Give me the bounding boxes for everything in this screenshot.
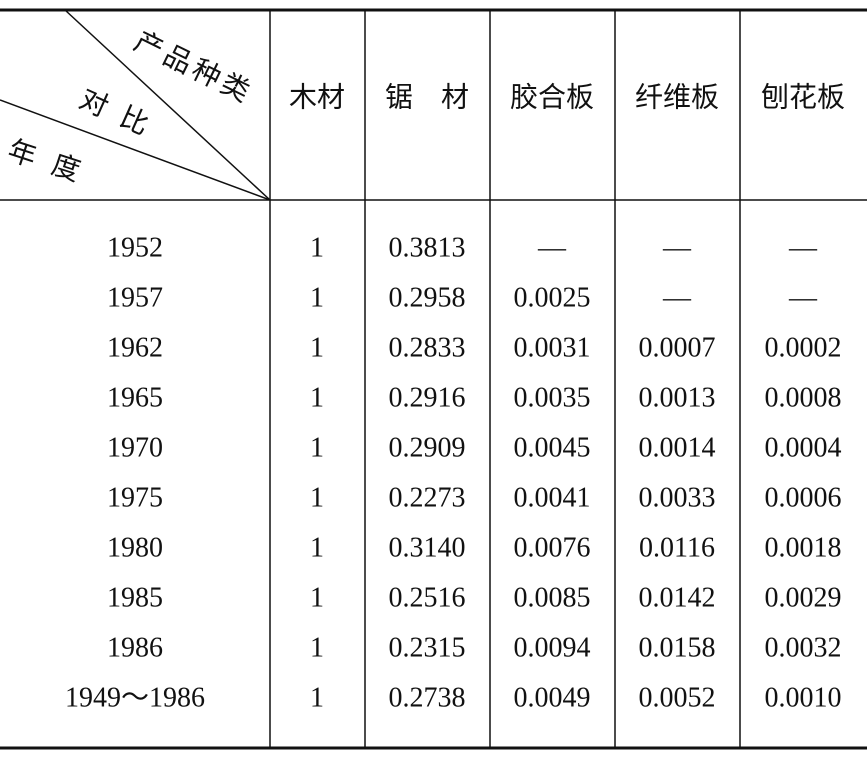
value-cell: 0.2738 [389, 682, 466, 713]
value-cell: 1 [310, 232, 324, 263]
value-cell: 0.2273 [389, 482, 466, 513]
year-cell: 1980 [107, 532, 163, 563]
value-cell: 0.3140 [389, 532, 466, 563]
value-cell: 1 [310, 682, 324, 713]
value-cell: 0.2916 [389, 382, 466, 413]
value-cell: 1 [310, 332, 324, 363]
value-cell: — [788, 282, 818, 313]
value-cell: 0.0006 [765, 482, 842, 513]
value-cell: 0.3813 [389, 232, 466, 263]
year-cell: 1986 [107, 632, 163, 663]
value-cell: 1 [310, 432, 324, 463]
value-cell: 1 [310, 632, 324, 663]
value-cell: 0.0158 [639, 632, 716, 663]
year-cell: 1957 [107, 282, 163, 313]
year-cell: 1965 [107, 382, 163, 413]
value-cell: 1 [310, 532, 324, 563]
value-cell: 0.0094 [514, 632, 591, 663]
corner-year: 年度 [4, 134, 101, 193]
year-cell: 1985 [107, 582, 163, 613]
value-cell: 0.2833 [389, 332, 466, 363]
value-cell: 0.0025 [514, 282, 591, 313]
value-cell: 0.0008 [765, 382, 842, 413]
column-header: 锯 材 [385, 81, 469, 113]
value-cell: 1 [310, 282, 324, 313]
column-header: 刨花板 [761, 81, 845, 113]
column-header: 胶合板 [510, 81, 594, 113]
value-cell: 0.0035 [514, 382, 591, 413]
value-cell: 0.0010 [765, 682, 842, 713]
value-cell: 0.0031 [514, 332, 591, 363]
column-header: 木材 [289, 81, 345, 113]
value-cell: 0.0007 [639, 332, 716, 363]
value-cell: 0.0018 [765, 532, 842, 563]
value-cell: 0.0045 [514, 432, 591, 463]
value-cell: 0.0013 [639, 382, 716, 413]
value-cell: 0.2958 [389, 282, 466, 313]
value-cell: 0.0033 [639, 482, 716, 513]
value-cell: 0.0052 [639, 682, 716, 713]
year-cell: 1962 [107, 332, 163, 363]
corner-diagonal [0, 99, 271, 201]
value-cell: 1 [310, 582, 324, 613]
value-cell: 0.0029 [765, 582, 842, 613]
value-cell: — [662, 232, 692, 263]
value-cell: — [788, 232, 818, 263]
value-cell: 1 [310, 382, 324, 413]
column-header: 纤维板 [635, 81, 719, 113]
value-cell: 0.0014 [639, 432, 716, 463]
value-cell: — [662, 282, 692, 313]
value-cell: 0.0076 [514, 532, 591, 563]
value-cell: 0.0032 [765, 632, 842, 663]
value-cell: 0.2315 [389, 632, 466, 663]
corner-diagonal [64, 9, 271, 201]
value-cell: 0.0116 [639, 532, 715, 563]
column-dividers [269, 10, 741, 748]
value-cell: 0.2909 [389, 432, 466, 463]
value-cell: 0.2516 [389, 582, 466, 613]
value-cell: 1 [310, 482, 324, 513]
corner-product: 产品种类 [129, 25, 258, 110]
value-cell: 0.0049 [514, 682, 591, 713]
value-cell: 0.0142 [639, 582, 716, 613]
value-cell: — [537, 232, 567, 263]
value-cell: 0.0004 [765, 432, 842, 463]
year-cell: 1975 [107, 482, 163, 513]
year-cell: 1949～1986 [65, 682, 205, 713]
value-cell: 0.0041 [514, 482, 591, 513]
value-cell: 0.0085 [514, 582, 591, 613]
year-cell: 1952 [107, 232, 163, 263]
year-cell: 1970 [107, 432, 163, 463]
value-cell: 0.0002 [765, 332, 842, 363]
